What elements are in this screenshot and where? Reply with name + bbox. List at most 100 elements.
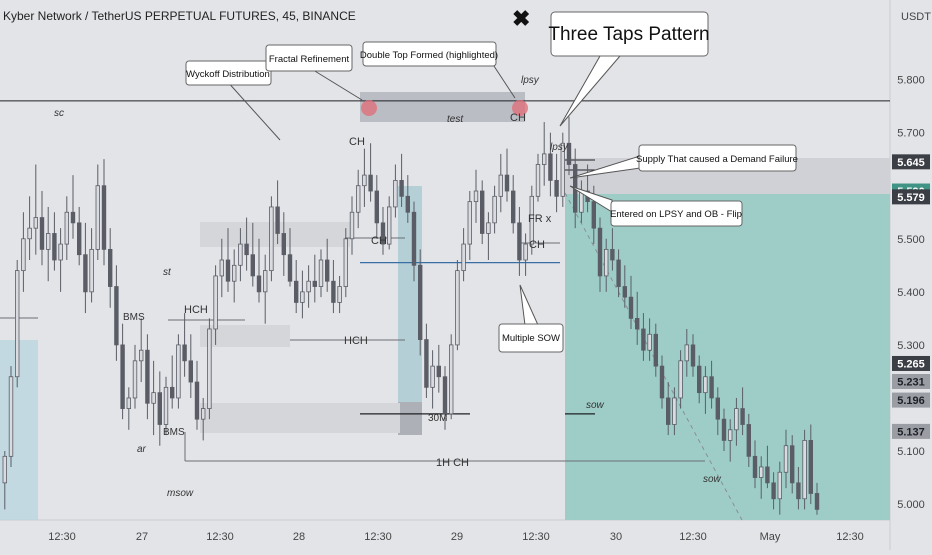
candle xyxy=(399,153,404,207)
label-st: st xyxy=(163,267,172,278)
x-tick-label: 30 xyxy=(610,531,622,543)
x-tick-label: 12:30 xyxy=(364,531,392,543)
wyckoff-text: Wyckoff Distribution xyxy=(186,69,270,80)
candle xyxy=(746,413,751,467)
candle xyxy=(486,212,491,260)
candles-layer xyxy=(2,116,820,515)
close-icon[interactable]: ✖ xyxy=(512,6,531,31)
candle-body xyxy=(362,174,367,187)
candle-body xyxy=(666,397,671,425)
three-taps-callout[interactable] xyxy=(550,11,709,57)
candle-body xyxy=(27,227,32,240)
candle xyxy=(442,366,448,430)
candle-body xyxy=(77,222,82,256)
candle xyxy=(200,397,206,441)
candle-body xyxy=(238,243,243,266)
wyckoff-callout[interactable] xyxy=(185,60,272,86)
candle-body xyxy=(796,482,801,500)
fractal-callout[interactable] xyxy=(265,44,353,72)
candle-body xyxy=(752,455,758,478)
multiple-sow-text: Multiple SOW xyxy=(502,333,560,344)
candle xyxy=(740,387,745,436)
candle xyxy=(95,164,100,260)
label-ch-1: CH xyxy=(349,136,365,148)
candle-body xyxy=(635,317,640,330)
y-tick-label: 5.300 xyxy=(897,340,925,352)
candle-body xyxy=(312,280,317,287)
candle-body xyxy=(566,142,572,165)
candle xyxy=(666,382,671,436)
x-tick-label: 28 xyxy=(293,531,305,543)
price-label: 5.196 xyxy=(892,392,930,408)
candle xyxy=(46,206,51,282)
multiple-sow-callout[interactable] xyxy=(498,323,564,353)
supply-callout[interactable] xyxy=(638,144,797,172)
candle xyxy=(802,429,807,510)
candle xyxy=(467,191,472,260)
candle-body xyxy=(114,286,119,346)
label-bms-2: BMS xyxy=(163,427,185,438)
candle xyxy=(8,366,14,467)
candle xyxy=(21,212,26,292)
candle xyxy=(194,360,200,430)
candle xyxy=(790,435,795,494)
supply-text: Supply That caused a Demand Failure xyxy=(636,154,798,165)
candle-body xyxy=(101,185,107,250)
candle-body xyxy=(145,349,150,404)
candle-body xyxy=(194,381,200,420)
candle-body xyxy=(176,344,181,399)
three-taps-text: Three Taps Pattern xyxy=(548,24,709,45)
double-top-callout[interactable] xyxy=(362,41,497,67)
candle xyxy=(225,228,231,292)
y-tick-label: 5.700 xyxy=(897,128,925,140)
candle xyxy=(231,249,237,303)
candle xyxy=(132,344,138,409)
candle-body xyxy=(492,195,497,224)
candle-body xyxy=(393,180,398,208)
candle xyxy=(765,445,770,489)
candle-body xyxy=(734,408,739,431)
candle-body xyxy=(132,360,138,399)
label-lpsy-1: lpsy xyxy=(521,75,540,86)
candle xyxy=(145,334,150,420)
candle xyxy=(269,196,274,282)
x-tick-label: 12:30 xyxy=(679,531,707,543)
candle xyxy=(510,175,516,234)
candle xyxy=(703,366,708,414)
candle-body xyxy=(300,291,305,303)
candle-body xyxy=(610,248,615,261)
candle xyxy=(628,275,634,329)
candle-body xyxy=(697,365,702,394)
price-label-bg xyxy=(892,374,930,390)
candle-body xyxy=(95,185,100,250)
candle-body xyxy=(213,275,218,330)
price-label-bg xyxy=(892,423,930,439)
candle-body xyxy=(244,243,249,256)
candle xyxy=(728,419,733,462)
candle-body xyxy=(715,397,720,420)
candle-body xyxy=(678,360,683,399)
candle-body xyxy=(728,429,733,441)
label-lpsy-2: lpsy xyxy=(550,142,569,153)
candle-body xyxy=(442,376,448,415)
candle xyxy=(213,265,218,345)
label-ch-2: CH xyxy=(371,235,387,247)
candle-body xyxy=(108,248,113,287)
entered-callout[interactable] xyxy=(610,200,743,227)
candle xyxy=(33,164,38,255)
candle-body xyxy=(219,259,224,277)
candle-body xyxy=(293,280,299,303)
candle xyxy=(473,169,479,223)
price-label-bg xyxy=(892,355,930,371)
label-bms-1: BMS xyxy=(123,312,145,323)
double-top-text: Double Top Formed (highlighted) xyxy=(360,50,498,61)
candle xyxy=(349,196,355,255)
price-label-text: 5.137 xyxy=(897,426,925,438)
candle-body xyxy=(33,217,38,229)
candle-body xyxy=(355,185,361,213)
label-sow-2: sow xyxy=(703,474,722,485)
candle-body xyxy=(39,217,45,250)
target-zone xyxy=(565,194,890,520)
